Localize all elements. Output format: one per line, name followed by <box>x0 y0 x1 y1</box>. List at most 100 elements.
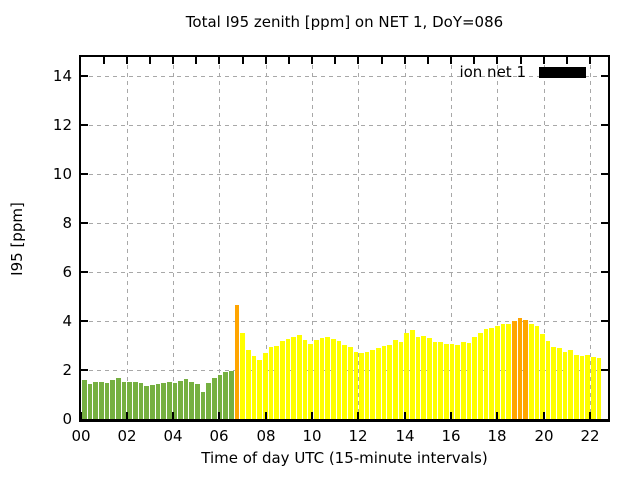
bar <box>206 383 212 419</box>
bar <box>183 379 189 419</box>
legend: ion net 1 <box>459 63 586 81</box>
bar <box>347 347 353 419</box>
bar <box>545 341 551 419</box>
bar <box>127 382 132 419</box>
x-minor-tick <box>126 57 128 64</box>
bar <box>155 384 161 419</box>
bar <box>523 320 528 419</box>
bar <box>161 383 166 419</box>
bar <box>212 378 217 419</box>
bar <box>585 355 591 419</box>
bar <box>489 328 494 419</box>
x-axis-label: Time of day UTC (15-minute intervals) <box>201 449 488 467</box>
bar <box>466 343 472 419</box>
y-tick-label: 0 <box>62 410 72 428</box>
y-gridline <box>81 223 608 224</box>
x-minor-tick <box>496 57 498 64</box>
bar <box>82 380 87 419</box>
chart-title: Total I95 zenith [ppm] on NET 1, DoY=086 <box>185 13 504 31</box>
bar <box>364 352 370 419</box>
bar <box>494 326 500 419</box>
bar <box>449 344 455 419</box>
x-gridline <box>544 57 545 419</box>
x-minor-tick <box>589 57 591 64</box>
bar <box>472 337 477 419</box>
bar <box>234 305 240 419</box>
y-tick <box>601 173 608 175</box>
bar <box>551 347 557 419</box>
bar <box>591 357 596 419</box>
y-tick <box>601 124 608 126</box>
bar <box>596 358 602 419</box>
bar <box>574 355 579 419</box>
x-minor-tick <box>149 57 151 64</box>
y-tick <box>601 222 608 224</box>
y-gridline <box>81 125 608 126</box>
x-tick <box>265 412 267 419</box>
bar <box>483 329 489 419</box>
bar-series <box>82 57 602 419</box>
x-tick <box>172 412 174 419</box>
bar <box>330 339 336 419</box>
bar <box>460 342 466 419</box>
y-tick <box>81 271 88 273</box>
bar <box>517 318 523 419</box>
bar <box>404 333 410 419</box>
bar <box>444 344 449 419</box>
y-tick-label: 2 <box>62 361 72 379</box>
y-tick-label: 12 <box>52 116 72 134</box>
bar <box>138 383 144 419</box>
bar <box>557 348 562 419</box>
x-tick-label: 16 <box>441 427 461 445</box>
bar <box>217 375 223 419</box>
x-minor-tick <box>543 57 545 64</box>
bar <box>393 340 398 419</box>
bar <box>568 350 574 419</box>
bar <box>144 386 149 419</box>
bar <box>398 342 404 419</box>
y-tick <box>81 320 88 322</box>
x-gridline <box>405 57 406 419</box>
x-minor-tick <box>520 57 522 64</box>
bar <box>121 382 127 419</box>
x-minor-tick <box>450 57 452 64</box>
bar <box>268 347 274 419</box>
y-gridline <box>81 76 608 77</box>
x-tick <box>404 412 406 419</box>
x-minor-tick <box>172 57 174 64</box>
legend-label: ion net 1 <box>459 63 526 81</box>
bar <box>240 333 246 419</box>
bar <box>410 330 415 419</box>
bar <box>438 342 443 419</box>
x-tick <box>543 412 545 419</box>
x-minor-tick <box>334 57 336 64</box>
x-tick-label: 18 <box>487 427 507 445</box>
y-tick <box>81 124 88 126</box>
x-gridline <box>358 57 359 419</box>
x-tick-label: 14 <box>395 427 415 445</box>
bar <box>359 353 364 419</box>
bar <box>149 385 155 419</box>
bar <box>87 384 93 419</box>
x-tick <box>589 412 591 419</box>
bar <box>511 321 517 419</box>
bar <box>93 382 98 419</box>
x-minor-tick <box>381 57 383 64</box>
bar <box>477 333 483 419</box>
bar <box>110 380 115 419</box>
bar <box>506 324 511 419</box>
x-tick-label: 06 <box>209 427 229 445</box>
x-gridline <box>590 57 591 419</box>
bar <box>251 356 257 419</box>
y-tick-label: 4 <box>62 312 72 330</box>
x-tick <box>311 412 313 419</box>
x-minor-tick <box>103 57 105 64</box>
bar <box>528 324 534 419</box>
bar <box>257 360 262 419</box>
x-tick <box>496 412 498 419</box>
x-tick-label: 22 <box>580 427 600 445</box>
bar <box>274 346 279 419</box>
bar <box>285 339 291 419</box>
x-tick <box>126 412 128 419</box>
